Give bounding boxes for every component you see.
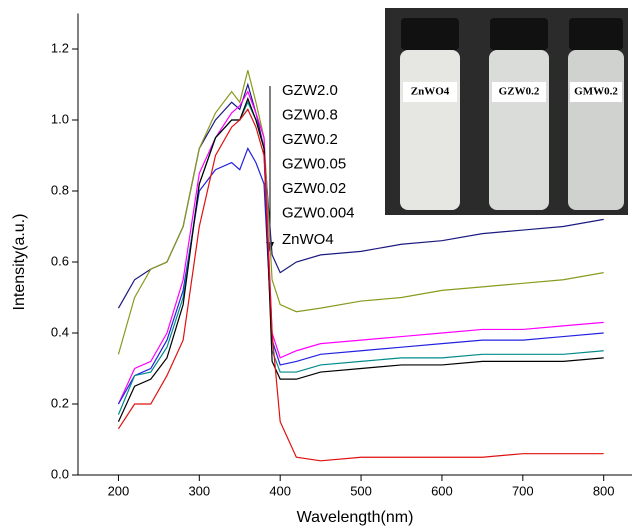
- data-line: [117, 90, 604, 405]
- legend-label: ZnWO4: [282, 231, 334, 248]
- data-line: [117, 146, 604, 405]
- vial: [568, 50, 624, 210]
- y-tick-label: 0.4: [51, 324, 69, 339]
- vial-label: [570, 82, 622, 102]
- y-tick-label: 0.8: [51, 182, 69, 197]
- vial-label: [492, 82, 546, 102]
- legend-label: GZW0.05: [282, 155, 346, 172]
- legend-label: GZW0.02: [282, 180, 346, 197]
- y-tick-label: 1.2: [51, 40, 69, 55]
- x-tick-label: 400: [269, 483, 291, 498]
- vial-label: [403, 82, 457, 102]
- x-tick-label: 300: [188, 483, 210, 498]
- x-tick-label: 500: [350, 483, 372, 498]
- vial-cap: [569, 18, 623, 50]
- legend-label: GZW0.004: [282, 204, 355, 221]
- y-tick-label: 0.2: [51, 395, 69, 410]
- inset-label: ZnWO4: [411, 86, 450, 98]
- vial-cap: [401, 18, 459, 50]
- vial: [400, 50, 460, 210]
- x-tick-label: 800: [593, 483, 615, 498]
- data-line: [117, 108, 604, 462]
- x-tick-label: 600: [431, 483, 453, 498]
- x-tick-label: 200: [108, 483, 130, 498]
- vial: [489, 50, 549, 210]
- legend-label: GZW0.2: [282, 131, 338, 148]
- inset-photo: ZnWO4 GZW0.2 GMW0.2: [385, 8, 628, 215]
- legend-label: GZW2.0: [282, 82, 338, 99]
- y-tick-label: 0.6: [51, 253, 69, 268]
- vial-cap: [490, 18, 548, 50]
- x-axis-label: Wavelength(nm): [297, 509, 414, 526]
- y-tick-label: 0.0: [51, 466, 69, 481]
- x-tick-label: 700: [512, 483, 534, 498]
- y-tick-label: 1.0: [51, 111, 69, 126]
- y-axis-label: Intensity(a.u.): [11, 214, 28, 311]
- legend-label: GZW0.8: [282, 106, 338, 123]
- inset-label: GZW0.2: [499, 86, 540, 98]
- inset-label: GMW0.2: [574, 86, 618, 98]
- data-line: [117, 97, 604, 422]
